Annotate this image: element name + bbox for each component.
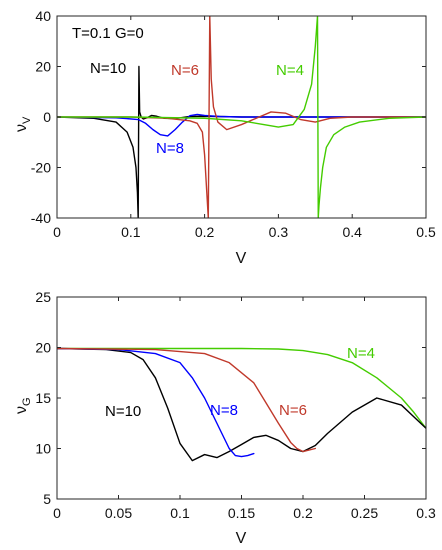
top-label-n6: N=6 (171, 62, 199, 79)
top-label-n4: N=4 (276, 62, 304, 79)
top-y-tick-label: 20 (35, 59, 51, 75)
bottom-x-tick-label: 0.2 (293, 505, 313, 521)
bottom-x-tick-label: 0.25 (351, 505, 378, 521)
bottom-y-tick-label: 10 (35, 441, 51, 457)
top-chart-panel: 0 0.1 0.2 0.3 0.4 0.5 -40 -20 0 20 40 νV V T=0.1 G… (13, 8, 436, 267)
bottom-plot-frame (56, 296, 427, 500)
bottom-x-tick-label: 0.05 (105, 505, 132, 521)
top-series-n8 (57, 113, 426, 137)
bottom-label-n4: N=4 (347, 345, 375, 362)
top-plot-frame (56, 15, 427, 219)
top-y-tick-label: 0 (43, 109, 51, 125)
bottom-x-tick-label: 0.3 (416, 505, 436, 521)
top-x-axis-label: V (236, 250, 247, 267)
bottom-y-tick-label: 25 (35, 289, 51, 305)
bottom-label-n8: N=8 (210, 402, 238, 419)
bottom-x-tick-label: 0.15 (228, 505, 255, 521)
bottom-y-axis-label: νG (13, 397, 33, 414)
top-x-tick-label: 0.3 (269, 224, 289, 240)
top-y-tick-label: 40 (35, 8, 51, 24)
bottom-y-tick-label: 20 (35, 340, 51, 356)
top-x-tick-label: 0.1 (121, 224, 141, 240)
top-x-tick-label: 0.2 (195, 224, 215, 240)
bottom-series-n10 (57, 347, 426, 462)
top-series-n10 (57, 65, 426, 218)
bottom-x-axis-label: V (236, 530, 247, 547)
top-label-n8: N=8 (156, 140, 184, 157)
bottom-series-n8 (57, 347, 255, 458)
bottom-label-n10: N=10 (105, 403, 141, 420)
bottom-x-tick-label: 0.1 (170, 505, 190, 521)
top-x-tick-label: 0 (53, 224, 61, 240)
bottom-y-tick-label: 5 (43, 491, 51, 507)
bottom-chart-panel: 0 0.05 0.1 0.15 0.2 0.25 0.3 5 10 15 20 25 νG V N=4… (13, 289, 436, 547)
top-series-n4 (57, 16, 426, 218)
top-label-n10: N=10 (90, 60, 126, 77)
bottom-series-n4 (57, 347, 426, 429)
top-y-axis-label: νV (13, 116, 33, 132)
bottom-x-tick-label: 0 (53, 505, 61, 521)
top-x-tick-label: 0.5 (416, 224, 436, 240)
top-condition-label: T=0.1 G=0 (72, 25, 144, 42)
bottom-label-n6: N=6 (279, 402, 307, 419)
bottom-series-n6 (57, 347, 316, 453)
bottom-y-tick-label: 15 (35, 390, 51, 406)
top-y-tick-label: -40 (31, 210, 51, 226)
top-y-tick-label: -20 (31, 160, 51, 176)
top-x-tick-label: 0.4 (342, 224, 362, 240)
